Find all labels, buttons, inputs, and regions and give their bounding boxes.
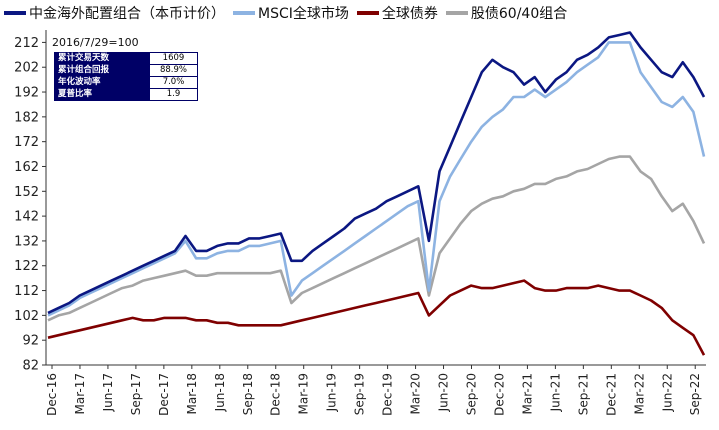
x-tick-label: Dec-20 bbox=[492, 373, 506, 416]
legend-label-series-4: 股债60/40组合 bbox=[470, 6, 568, 22]
legend-swatch-series-3 bbox=[356, 11, 379, 15]
x-tick-label: Dec-18 bbox=[269, 373, 283, 416]
y-tick-label: 152 bbox=[14, 185, 39, 200]
chart-subtitle: 2016/7/29=100 bbox=[52, 36, 139, 49]
x-tick-label: Jun-21 bbox=[548, 373, 562, 412]
x-tick-label: Jun-17 bbox=[101, 373, 115, 412]
stats-value: 7.0% bbox=[150, 77, 197, 88]
legend-item-series-3: 全球债券 bbox=[356, 3, 438, 23]
stats-label: 年化波动率 bbox=[58, 77, 101, 87]
series-line-2 bbox=[47, 41, 706, 317]
legend-label-series-2: MSCI全球市场 bbox=[258, 6, 349, 22]
chart-series-lines bbox=[47, 31, 706, 356]
x-tick-label: Dec-16 bbox=[45, 373, 59, 416]
x-tick-label: Mar-22 bbox=[632, 373, 646, 414]
x-tick-label: Dec-19 bbox=[381, 373, 395, 416]
stats-value: 88.9% bbox=[150, 65, 197, 76]
x-tick-label: Sep-18 bbox=[241, 373, 255, 415]
stats-row: 累计交易天数 1609 bbox=[55, 53, 197, 65]
legend-swatch-series-4 bbox=[445, 11, 468, 15]
x-tick-label: Jun-22 bbox=[660, 373, 674, 412]
x-tick-label: Sep-22 bbox=[688, 373, 702, 415]
stats-label: 累计交易天数 bbox=[58, 53, 110, 63]
stats-row: 夏普比率 1.9 bbox=[55, 89, 197, 100]
legend-item-series-4: 股债60/40组合 bbox=[445, 3, 568, 23]
series-line-4 bbox=[47, 155, 706, 322]
series-line-3 bbox=[47, 279, 706, 356]
stats-row: 年化波动率 7.0% bbox=[55, 77, 197, 89]
y-tick-label: 102 bbox=[14, 309, 39, 324]
chart-axes: 82 92 102 112 122 132 142 152 162 172 182 192 202 212… bbox=[14, 30, 706, 416]
y-tick-label: 212 bbox=[14, 36, 39, 51]
y-tick-label: 122 bbox=[14, 259, 39, 274]
x-tick-label: Jun-19 bbox=[325, 373, 339, 412]
chart-legend: 中金海外配置组合（本币计价） MSCI全球市场 全球债券 股债60/40组合 bbox=[0, 2, 719, 24]
y-tick-label: 172 bbox=[14, 135, 39, 150]
x-tick-label: Dec-21 bbox=[604, 373, 618, 416]
x-tick-label: Dec-17 bbox=[157, 373, 171, 416]
x-tick-label: Sep-19 bbox=[353, 373, 367, 415]
legend-item-series-1: 中金海外配置组合（本币计价） bbox=[4, 3, 225, 23]
x-tick-label: Mar-18 bbox=[185, 373, 199, 414]
legend-label-series-3: 全球债券 bbox=[381, 6, 438, 22]
series-line-1 bbox=[47, 31, 706, 315]
y-tick-label: 182 bbox=[14, 110, 39, 125]
x-tick-label: Sep-17 bbox=[129, 373, 143, 415]
x-tick-label: Jun-18 bbox=[213, 373, 227, 412]
legend-item-series-2: MSCI全球市场 bbox=[233, 3, 349, 23]
y-tick-label: 202 bbox=[14, 61, 39, 76]
stats-table: 累计交易天数 1609 累计组合回报 88.9% 年化波动率 7.0% 夏普比率… bbox=[54, 52, 198, 101]
stats-row: 累计组合回报 88.9% bbox=[55, 65, 197, 77]
stats-value: 1609 bbox=[150, 53, 197, 64]
legend-swatch-series-2 bbox=[233, 11, 255, 15]
y-tick-label: 112 bbox=[14, 284, 39, 299]
y-tick-label: 82 bbox=[22, 359, 39, 374]
x-tick-label: Mar-19 bbox=[297, 373, 311, 414]
x-tick-label: Mar-21 bbox=[520, 373, 534, 414]
legend-label-series-1: 中金海外配置组合（本币计价） bbox=[29, 6, 225, 22]
y-tick-label: 132 bbox=[14, 234, 39, 249]
stats-value: 1.9 bbox=[150, 89, 197, 100]
x-tick-label: Mar-20 bbox=[409, 373, 423, 414]
y-tick-label: 162 bbox=[14, 160, 39, 175]
stats-label: 累计组合回报 bbox=[58, 65, 110, 75]
y-tick-label: 142 bbox=[14, 210, 39, 225]
stats-label: 夏普比率 bbox=[58, 89, 93, 99]
x-tick-label: Mar-17 bbox=[73, 373, 87, 414]
y-tick-label: 92 bbox=[22, 334, 39, 349]
x-tick-label: Jun-20 bbox=[437, 373, 451, 412]
x-tick-label: Sep-21 bbox=[576, 373, 590, 415]
y-tick-label: 192 bbox=[14, 86, 39, 101]
x-tick-label: Sep-20 bbox=[464, 373, 478, 415]
legend-swatch-series-1 bbox=[4, 11, 26, 15]
